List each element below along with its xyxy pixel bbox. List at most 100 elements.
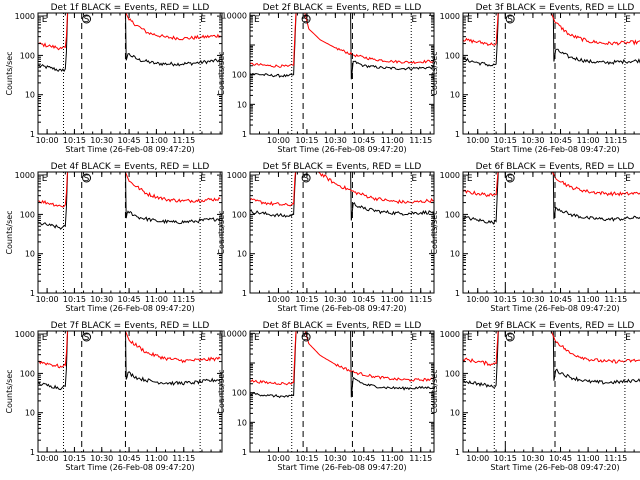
y-tick-label: 10 bbox=[450, 409, 460, 418]
x-tick-label: 11:15 bbox=[604, 136, 627, 145]
y-tick-label: 1 bbox=[242, 448, 247, 457]
x-tick-label: 10:30 bbox=[90, 454, 113, 463]
chart-title: Det 5f BLACK = Events, RED = LLD bbox=[263, 162, 422, 172]
y-axis-label: Counts/sec bbox=[217, 51, 226, 95]
y-tick-label: 1 bbox=[455, 289, 460, 298]
x-tick-label: 11:00 bbox=[145, 136, 168, 145]
y-tick-label: 100 bbox=[20, 51, 35, 60]
y-tick-label: 1 bbox=[242, 289, 247, 298]
y-tick-label: 1000 bbox=[227, 171, 247, 180]
x-tick-label: 11:00 bbox=[145, 454, 168, 463]
y-tick-label: 10 bbox=[450, 250, 460, 259]
x-axis-label: Start Time (26-Feb-08 09:47:20) bbox=[65, 145, 194, 154]
plot-frame bbox=[37, 12, 223, 135]
x-tick-label: 11:15 bbox=[172, 136, 195, 145]
y-axis-label: Counts/sec bbox=[217, 210, 226, 254]
event-marker-label: E bbox=[411, 333, 417, 343]
event-marker-label: S bbox=[507, 15, 513, 25]
marker-circle bbox=[82, 173, 92, 183]
y-tick-label: 100 bbox=[445, 369, 460, 378]
x-tick-label: 10:30 bbox=[90, 295, 113, 304]
plot-frame bbox=[462, 171, 640, 294]
chart-title: Det 1f BLACK = Events, RED = LLD bbox=[51, 3, 210, 13]
event-marker-label: E bbox=[467, 174, 473, 184]
x-tick-label: 10:00 bbox=[36, 136, 59, 145]
x-tick-label: 10:30 bbox=[521, 136, 544, 145]
event-marker-label: E bbox=[200, 15, 206, 25]
series-line-events bbox=[38, 331, 221, 391]
x-tick-label: 10:30 bbox=[324, 136, 347, 145]
x-tick-label: 10:45 bbox=[118, 136, 141, 145]
plot-frame bbox=[462, 330, 640, 453]
y-tick-label: 10 bbox=[25, 250, 35, 259]
x-axis-label: Start Time (26-Feb-08 09:47:20) bbox=[490, 463, 619, 472]
y-tick-label: 100 bbox=[20, 369, 35, 378]
event-marker-label: E bbox=[200, 333, 206, 343]
series-line-lld bbox=[38, 172, 221, 208]
event-marker-label: E bbox=[254, 333, 260, 343]
x-tick-label: 10:30 bbox=[521, 295, 544, 304]
y-tick-label: 1000 bbox=[440, 330, 460, 339]
y-tick-label: 1 bbox=[30, 448, 35, 457]
x-axis-label: Start Time (26-Feb-08 09:47:20) bbox=[277, 304, 406, 313]
x-tick-label: 11:15 bbox=[172, 295, 195, 304]
series-line-events bbox=[250, 172, 434, 221]
x-tick-label: 11:15 bbox=[409, 454, 432, 463]
x-tick-label: 10:15 bbox=[494, 454, 517, 463]
series-line-lld bbox=[250, 172, 434, 207]
x-tick-label: 10:30 bbox=[324, 295, 347, 304]
plot-frame bbox=[462, 12, 640, 135]
series-line-events bbox=[38, 172, 221, 230]
x-tick-label: 10:00 bbox=[267, 295, 290, 304]
event-marker-label: E bbox=[42, 174, 48, 184]
chart-title: Det 8f BLACK = Events, RED = LLD bbox=[263, 321, 422, 331]
event-marker-label: E bbox=[200, 174, 206, 184]
plot-frame bbox=[37, 171, 223, 294]
event-marker-label: S bbox=[507, 333, 513, 343]
x-tick-label: 10:45 bbox=[118, 295, 141, 304]
event-marker-label: S bbox=[507, 174, 513, 184]
x-tick-label: 11:15 bbox=[409, 295, 432, 304]
y-tick-label: 100 bbox=[445, 51, 460, 60]
y-tick-label: 100 bbox=[232, 210, 247, 219]
plot-frame bbox=[37, 330, 223, 453]
event-marker-label: E bbox=[467, 333, 473, 343]
y-tick-label: 1 bbox=[455, 130, 460, 139]
y-tick-label: 1000 bbox=[15, 12, 35, 21]
x-tick-label: 11:15 bbox=[172, 454, 195, 463]
chart-title: Det 9f BLACK = Events, RED = LLD bbox=[476, 321, 635, 331]
event-marker-label: S bbox=[84, 15, 90, 25]
event-marker-label: E bbox=[411, 174, 417, 184]
x-tick-label: 10:45 bbox=[118, 454, 141, 463]
y-tick-label: 1 bbox=[30, 289, 35, 298]
y-tick-label: 100 bbox=[232, 389, 247, 398]
y-axis-label: Counts/sec bbox=[217, 369, 226, 413]
x-tick-label: 10:45 bbox=[549, 295, 572, 304]
y-tick-label: 1 bbox=[30, 130, 35, 139]
x-tick-label: 10:15 bbox=[63, 295, 86, 304]
series-line-lld bbox=[38, 331, 221, 369]
y-tick-label: 10 bbox=[237, 418, 247, 427]
x-tick-label: 10:15 bbox=[494, 136, 517, 145]
event-marker-label: E bbox=[411, 15, 417, 25]
event-marker-label: S bbox=[303, 174, 309, 184]
y-axis-label: Counts/sec bbox=[5, 369, 14, 413]
x-axis-label: Start Time (26-Feb-08 09:47:20) bbox=[65, 304, 194, 313]
x-tick-label: 10:45 bbox=[352, 454, 375, 463]
event-marker-label: E bbox=[254, 15, 260, 25]
marker-circle bbox=[301, 332, 311, 342]
series-line-events bbox=[250, 13, 434, 80]
y-tick-label: 1 bbox=[242, 130, 247, 139]
x-tick-label: 10:00 bbox=[36, 454, 59, 463]
series-line-lld bbox=[463, 331, 640, 367]
series-line-lld bbox=[250, 13, 434, 68]
x-tick-label: 11:00 bbox=[577, 136, 600, 145]
x-tick-label: 10:15 bbox=[295, 136, 318, 145]
chart-title: Det 3f BLACK = Events, RED = LLD bbox=[476, 3, 635, 13]
x-tick-label: 11:00 bbox=[381, 136, 404, 145]
y-tick-label: 10 bbox=[25, 409, 35, 418]
